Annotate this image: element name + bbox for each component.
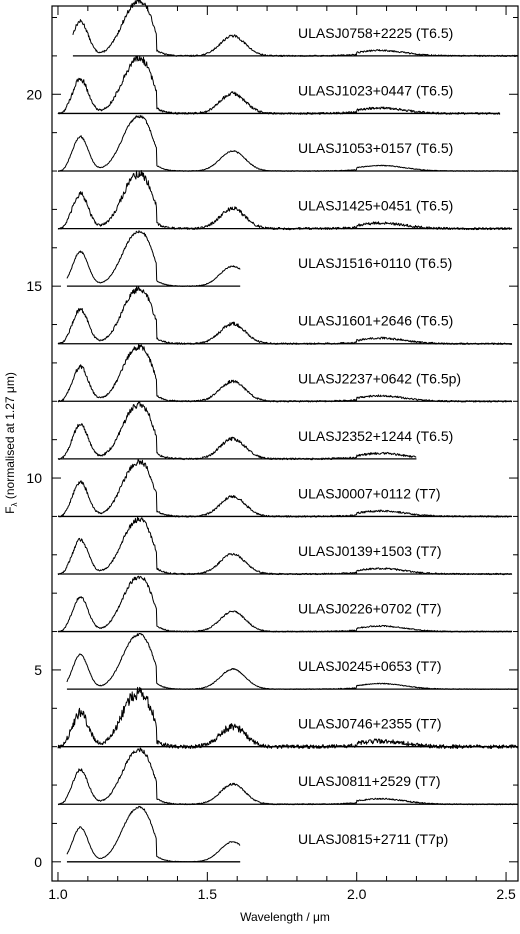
plot-layer: ULASJ0758+2225 (T6.5) ULASJ1023+0447 (T6.…: [57, 0, 519, 863]
spectrum-series: ULASJ1053+0157 (T6.5): [57, 114, 518, 172]
spectrum-line: [57, 401, 417, 461]
spectrum-series: ULASJ0811+2529 (T7): [57, 747, 519, 806]
spectrum-line: [57, 55, 501, 115]
spectrum-series: ULASJ0007+0112 (T7): [57, 459, 513, 518]
spectrum-label: ULASJ2352+1244 (T6.5): [298, 428, 453, 444]
spectrum-line: [57, 575, 512, 633]
spectrum-label: ULASJ1516+0110 (T6.5): [298, 255, 452, 271]
spectrum-label: ULASJ1053+0157 (T6.5): [298, 140, 453, 156]
spectrum-line: [58, 459, 512, 518]
y-axis-title: Fλ (normalised at 1.27 μm): [3, 372, 19, 514]
x-tick-label: 1.5: [198, 886, 218, 902]
spectrum-series: ULASJ2237+0642 (T6.5p): [57, 343, 513, 403]
spectrum-line: [58, 747, 519, 806]
spectrum-label: ULASJ0226+0702 (T7): [298, 601, 442, 617]
spectrum-line: [66, 805, 241, 863]
spectrum-line: [57, 686, 519, 749]
spectrum-series: ULASJ0139+1503 (T7): [57, 516, 513, 576]
spectrum-series: ULASJ0746+2355 (T7): [57, 686, 519, 749]
plot-frame: [51, 5, 519, 882]
y-axis-title-rest: (normalised at 1.27 μm): [3, 372, 17, 502]
spectrum-series: ULASJ2352+1244 (T6.5): [57, 401, 453, 461]
y-tick-label: 15: [26, 278, 42, 294]
spectrum-label: ULASJ1425+0451 (T6.5): [298, 198, 453, 214]
spectrum-series: ULASJ1023+0447 (T6.5): [57, 55, 501, 115]
spectrum-series: ULASJ0226+0702 (T7): [57, 575, 513, 633]
spectrum-label: ULASJ0139+1503 (T7): [298, 543, 442, 559]
spectrum-label: ULASJ1601+2646 (T6.5): [298, 313, 453, 329]
spectrum-series: ULASJ1601+2646 (T6.5): [57, 285, 513, 345]
spectrum-series: ULASJ0815+2711 (T7p): [66, 805, 448, 863]
spectrum-series: ULASJ1425+0451 (T6.5): [57, 170, 513, 231]
spectrum-label: ULASJ2237+0642 (T6.5p): [298, 370, 461, 386]
spectrum-line: [57, 516, 513, 576]
spectrum-series: ULASJ1516+0110 (T6.5): [66, 230, 452, 287]
y-tick-label: 10: [26, 470, 42, 486]
spectrum-line: [57, 170, 513, 231]
y-tick-label: 0: [34, 854, 42, 870]
spectrum-line: [66, 230, 241, 287]
spectrum-label: ULASJ0811+2529 (T7): [298, 773, 441, 789]
x-tick-label: 1.0: [48, 886, 68, 902]
axis-ticks: 1.0 1.5 2.0 2.5 0 5 10 15 20: [26, 6, 518, 902]
spectrum-series: ULASJ0245+0653 (T7): [66, 633, 518, 690]
x-tick-label: 2.0: [347, 886, 367, 902]
y-axis-title-main: F: [3, 506, 17, 513]
spectrum-line: [57, 114, 518, 172]
spectrum-series: ULASJ0758+2225 (T6.5): [72, 0, 518, 58]
y-tick-label: 5: [34, 662, 42, 678]
spectrum-label: ULASJ0815+2711 (T7p): [298, 831, 448, 847]
y-tick-label: 20: [26, 86, 42, 102]
spectrum-label: ULASJ0758+2225 (T6.5): [298, 25, 453, 41]
x-tick-label: 2.5: [496, 886, 516, 902]
spectrum-line: [72, 0, 518, 58]
spectrum-line: [57, 343, 512, 403]
spectrum-line: [66, 633, 518, 690]
spectrum-label: ULASJ0245+0653 (T7): [298, 658, 442, 674]
x-axis-title: Wavelength / μm: [240, 910, 330, 924]
spectrum-label: ULASJ1023+0447 (T6.5): [298, 82, 453, 98]
spectrum-line: [57, 285, 513, 345]
y-axis-title-subscript: λ: [10, 502, 19, 506]
spectrum-label: ULASJ0746+2355 (T7): [298, 716, 442, 732]
spectrum-label: ULASJ0007+0112 (T7): [298, 485, 441, 501]
